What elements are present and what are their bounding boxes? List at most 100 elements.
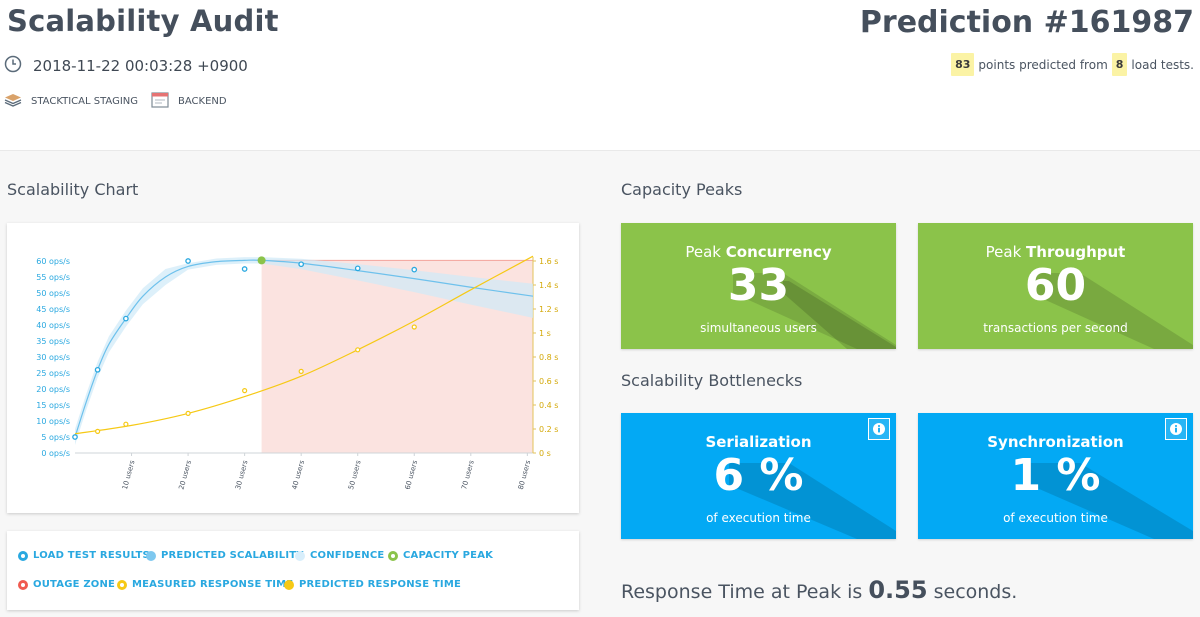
y-right-tick-label: 1.4 s <box>539 281 558 290</box>
clock-icon <box>4 55 22 77</box>
tile-subtitle: transactions per second <box>983 321 1128 335</box>
tag-environment[interactable]: STACKTICAL STAGING <box>4 93 138 110</box>
legend-label: MEASURED RESPONSE TIME <box>132 579 294 590</box>
tile-title: Peak Concurrency <box>685 243 832 261</box>
legend-measured-response-time[interactable]: MEASURED RESPONSE TIME <box>117 579 293 590</box>
serialization-value: 6 % <box>713 450 804 501</box>
y-left-tick-label: 15 ops/s <box>36 401 70 410</box>
info-button[interactable] <box>868 418 890 440</box>
y-left-tick-label: 0 ops/s <box>41 449 70 458</box>
browser-window-icon <box>151 92 169 111</box>
y-left-tick-label: 5 ops/s <box>41 433 70 442</box>
serialization-tile: Serialization 6 % of execution time <box>621 413 896 539</box>
tile-title: Peak Throughput <box>985 243 1126 261</box>
scalability-chart-title: Scalability Chart <box>7 180 139 199</box>
legend-load-test-results[interactable]: LOAD TEST RESULTS <box>18 550 150 561</box>
legend-predicted-response-time[interactable]: PREDICTED RESPONSE TIME <box>284 579 461 590</box>
info-icon <box>1170 423 1182 435</box>
x-tick-label: 20 users <box>178 459 194 490</box>
y-right-tick-label: 1 s <box>539 329 551 338</box>
dot-icon <box>146 550 156 561</box>
response-time-point <box>355 347 361 353</box>
tile-title: Synchronization <box>987 433 1124 451</box>
tile-title: Serialization <box>705 433 812 451</box>
load-test-point <box>123 315 129 322</box>
peak-throughput-tile: Peak Throughput 60 transactions per seco… <box>918 223 1193 349</box>
y-left-tick-label: 30 ops/s <box>36 353 70 362</box>
load-test-point <box>94 366 101 373</box>
audit-date: 2018-11-22 00:03:28 +0900 <box>33 57 248 75</box>
scalability-chart[interactable]: 0 ops/s 5 ops/s 10 ops/s 15 ops/s 20 ops/s 25… <box>7 223 579 513</box>
legend-label: CAPACITY PEAK <box>403 550 494 561</box>
load-tests-text: load tests. <box>1131 57 1194 72</box>
load-test-point <box>298 261 305 268</box>
predicted-response-time-line <box>74 255 534 435</box>
tile-long-shadow <box>729 463 896 539</box>
response-time-point <box>242 388 248 394</box>
y-left-tick-label: 50 ops/s <box>36 289 70 298</box>
tile-long-shadow <box>733 273 896 349</box>
legend-label: CONFIDENCE <box>310 550 385 561</box>
scalability-bottlenecks-title: Scalability Bottlenecks <box>621 371 803 390</box>
ring-dot-icon <box>117 579 127 590</box>
chart-legend: LOAD TEST RESULTS PREDICTED SCALABILITY … <box>7 531 579 610</box>
load-test-point <box>241 266 248 272</box>
load-tests-badge: 8 <box>1111 53 1128 76</box>
response-time-point <box>411 324 417 330</box>
y-left-tick-label: 20 ops/s <box>36 385 70 394</box>
response-time-point <box>298 368 304 374</box>
y-left-tick-label: 55 ops/s <box>36 273 70 282</box>
tag-component[interactable]: BACKEND <box>151 92 227 111</box>
legend-label: OUTAGE ZONE <box>33 579 116 590</box>
prediction-summary: 83 points predicted from 8 load tests. <box>947 53 1194 76</box>
capacity-peaks-title: Capacity Peaks <box>621 180 743 199</box>
response-time-point <box>123 421 129 427</box>
y-right-tick-label: 0.6 s <box>539 377 558 386</box>
tile-long-shadow <box>1030 463 1193 539</box>
prediction-id: Prediction #161987 <box>859 5 1194 40</box>
y-left-tick-label: 25 ops/s <box>36 369 70 378</box>
tag-label: BACKEND <box>178 96 227 107</box>
response-time-at-peak: Response Time at Peak is 0.55 seconds. <box>621 576 1018 604</box>
legend-outage-zone[interactable]: OUTAGE ZONE <box>18 579 115 590</box>
tag-list: STACKTICAL STAGING BACKEND <box>4 92 240 111</box>
legend-capacity-peak[interactable]: CAPACITY PEAK <box>388 550 493 561</box>
y-left-tick-label: 45 ops/s <box>36 305 70 314</box>
response-time-point <box>185 410 191 416</box>
y-right-tick-label: 1.6 s <box>539 257 558 266</box>
x-tick-label: 80 users <box>517 459 533 490</box>
x-tick-label: 50 users <box>347 459 363 490</box>
y-right-tick-label: 0.4 s <box>539 401 558 410</box>
tag-label: STACKTICAL STAGING <box>31 96 139 107</box>
dot-icon <box>284 579 294 590</box>
ring-dot-icon <box>18 579 28 590</box>
y-right-tick-label: 0 s <box>539 449 551 458</box>
dot-icon <box>295 550 305 561</box>
capacity-peak-point <box>257 256 266 265</box>
response-time-point <box>95 428 101 434</box>
legend-predicted-scalability[interactable]: PREDICTED SCALABILITY <box>146 550 304 561</box>
legend-confidence[interactable]: CONFIDENCE <box>295 550 384 561</box>
layers-icon <box>4 93 22 110</box>
info-icon <box>873 423 885 435</box>
points-text: points predicted from <box>978 57 1108 72</box>
response-time-value: 0.55 <box>868 576 928 604</box>
legend-label: PREDICTED RESPONSE TIME <box>299 579 462 590</box>
load-test-point <box>354 265 361 272</box>
load-test-point <box>72 434 78 440</box>
predicted-scalability-line <box>74 259 534 438</box>
tile-subtitle: of execution time <box>1003 511 1108 525</box>
ring-dot-icon <box>388 550 398 561</box>
synchronization-value: 1 % <box>1010 450 1101 501</box>
page-title: Scalability Audit <box>7 4 279 38</box>
x-tick-label: 10 users <box>121 459 137 490</box>
x-tick-label: 60 users <box>404 459 420 490</box>
scalability-chart-card: 0 ops/s 5 ops/s 10 ops/s 15 ops/s 20 ops/s 25… <box>7 223 579 513</box>
x-tick-label: 40 users <box>291 459 307 490</box>
synchronization-tile: Synchronization 1 % of execution time <box>918 413 1193 539</box>
legend-label: LOAD TEST RESULTS <box>33 550 150 561</box>
info-button[interactable] <box>1165 418 1187 440</box>
tile-subtitle: simultaneous users <box>700 321 817 335</box>
y-left-tick-label: 10 ops/s <box>36 417 70 426</box>
tile-subtitle: of execution time <box>706 511 811 525</box>
